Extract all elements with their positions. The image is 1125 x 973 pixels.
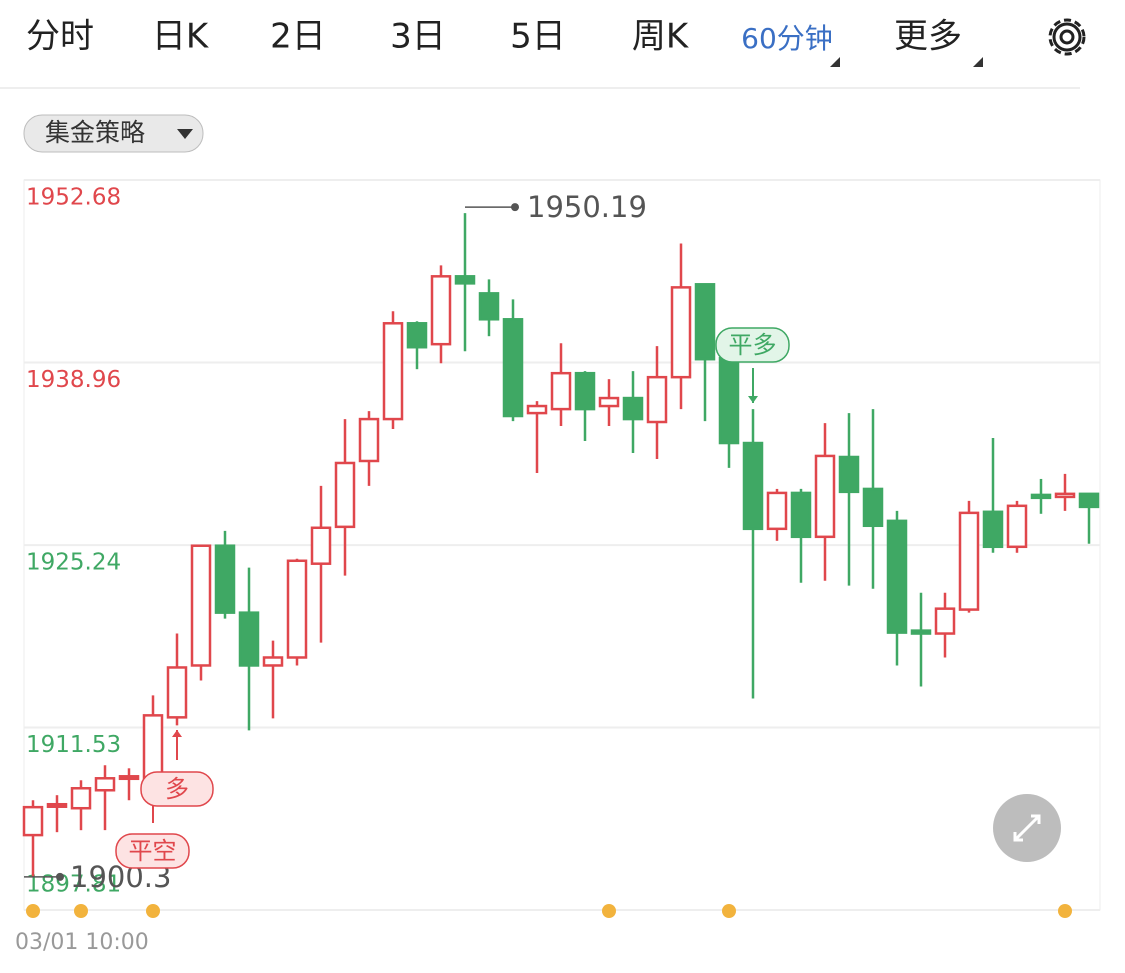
candle-body xyxy=(886,519,908,634)
gear-outer xyxy=(1048,18,1086,56)
candle-body xyxy=(718,356,740,445)
candle-body xyxy=(334,461,356,529)
gear-hole xyxy=(1059,29,1075,45)
event-dot xyxy=(146,904,160,918)
candle-body xyxy=(22,805,44,837)
candle-body xyxy=(982,510,1004,549)
signal-pill xyxy=(115,833,190,869)
candle-body xyxy=(1006,504,1028,549)
candle-body xyxy=(910,629,932,635)
candle-body xyxy=(46,802,68,808)
dropdown-label: 集金策略 xyxy=(45,118,145,147)
event-dots xyxy=(26,904,1072,918)
candle-body xyxy=(862,487,884,528)
tab-caret xyxy=(830,57,840,67)
y-tick-label: 1911.53 xyxy=(26,732,121,758)
candle-body xyxy=(382,322,404,421)
candle-body xyxy=(214,544,236,614)
candle-body xyxy=(598,396,620,408)
candle-body xyxy=(118,775,140,781)
event-dot xyxy=(722,904,736,918)
strategy-dropdown[interactable]: 集金策略 xyxy=(23,114,204,153)
y-tick-label: 1897.81 xyxy=(26,872,121,898)
candle-body xyxy=(262,656,284,667)
event-dot xyxy=(602,904,616,918)
tab[interactable]: 5日 xyxy=(510,17,566,57)
tab[interactable]: 周K xyxy=(632,17,690,57)
event-dot xyxy=(1058,904,1072,918)
min-dot xyxy=(56,872,64,881)
signal-pill xyxy=(140,771,214,807)
tab-bar: 分时 日K 2日 3日 5日 周K 60分钟 更多 xyxy=(0,17,1086,89)
candle-body xyxy=(526,404,548,415)
candle-body xyxy=(790,491,812,539)
signal-arrowhead xyxy=(748,396,758,403)
candle-body xyxy=(934,607,956,635)
candle-body xyxy=(430,275,452,346)
candle-body xyxy=(94,777,116,792)
tab-active[interactable]: 60分钟 xyxy=(741,22,833,55)
candle-body xyxy=(1030,493,1052,500)
candle-body xyxy=(670,286,692,379)
settings-icon[interactable] xyxy=(1048,18,1086,56)
candle-body xyxy=(166,666,188,719)
candle-body xyxy=(238,611,260,667)
max-label: 1950.19 xyxy=(527,190,647,224)
y-tick-label: 1952.68 xyxy=(26,185,121,211)
tab[interactable]: 更多 xyxy=(894,17,962,57)
candle-body xyxy=(838,455,860,494)
signal-label: 平空 xyxy=(129,837,177,865)
candle-body xyxy=(1054,492,1076,499)
candle-body xyxy=(1078,492,1100,509)
candle-body xyxy=(478,292,500,321)
candle-body xyxy=(190,544,212,667)
tab[interactable]: 分时 xyxy=(26,17,94,57)
expand-icon xyxy=(1013,814,1041,842)
candle-body xyxy=(502,318,524,418)
candle-body xyxy=(286,559,308,659)
candle-body xyxy=(742,441,764,531)
candle-body xyxy=(550,371,572,411)
plot: 1897.81 1911.53 1925.24 1938.96 1952.68 03/01… xyxy=(15,179,1100,955)
y-tick-label: 1925.24 xyxy=(26,550,121,576)
tab[interactable]: 日K xyxy=(152,17,210,57)
event-dot xyxy=(26,904,40,918)
candle-body xyxy=(310,526,332,565)
candle-body xyxy=(406,322,428,349)
tab[interactable]: 3日 xyxy=(390,17,446,57)
signal-arrowhead xyxy=(172,730,182,737)
candle-body xyxy=(766,491,788,531)
candle-body xyxy=(694,283,716,361)
signal-label: 平多 xyxy=(729,331,777,359)
candle-body xyxy=(142,714,164,782)
gear-ring xyxy=(1052,22,1082,52)
candle-body xyxy=(358,417,380,463)
candle-body xyxy=(454,275,476,285)
tab-caret xyxy=(973,57,983,67)
tab[interactable]: 2日 xyxy=(270,17,326,57)
dropdown-bg xyxy=(23,114,204,153)
event-dot xyxy=(74,904,88,918)
signal-pill xyxy=(715,327,790,363)
candle-body xyxy=(646,375,668,424)
candle-body xyxy=(814,454,836,539)
candle-body xyxy=(958,511,980,611)
dropdown-caret xyxy=(177,129,193,139)
candle-body xyxy=(574,371,596,411)
signal-label: 多 xyxy=(165,775,189,803)
x-tick-label: 03/01 10:00 xyxy=(15,930,149,955)
expand-button[interactable] xyxy=(993,794,1061,862)
max-dot xyxy=(511,203,519,212)
candle-body xyxy=(70,787,92,810)
y-tick-label: 1938.96 xyxy=(26,367,121,393)
candle-body xyxy=(622,396,644,421)
